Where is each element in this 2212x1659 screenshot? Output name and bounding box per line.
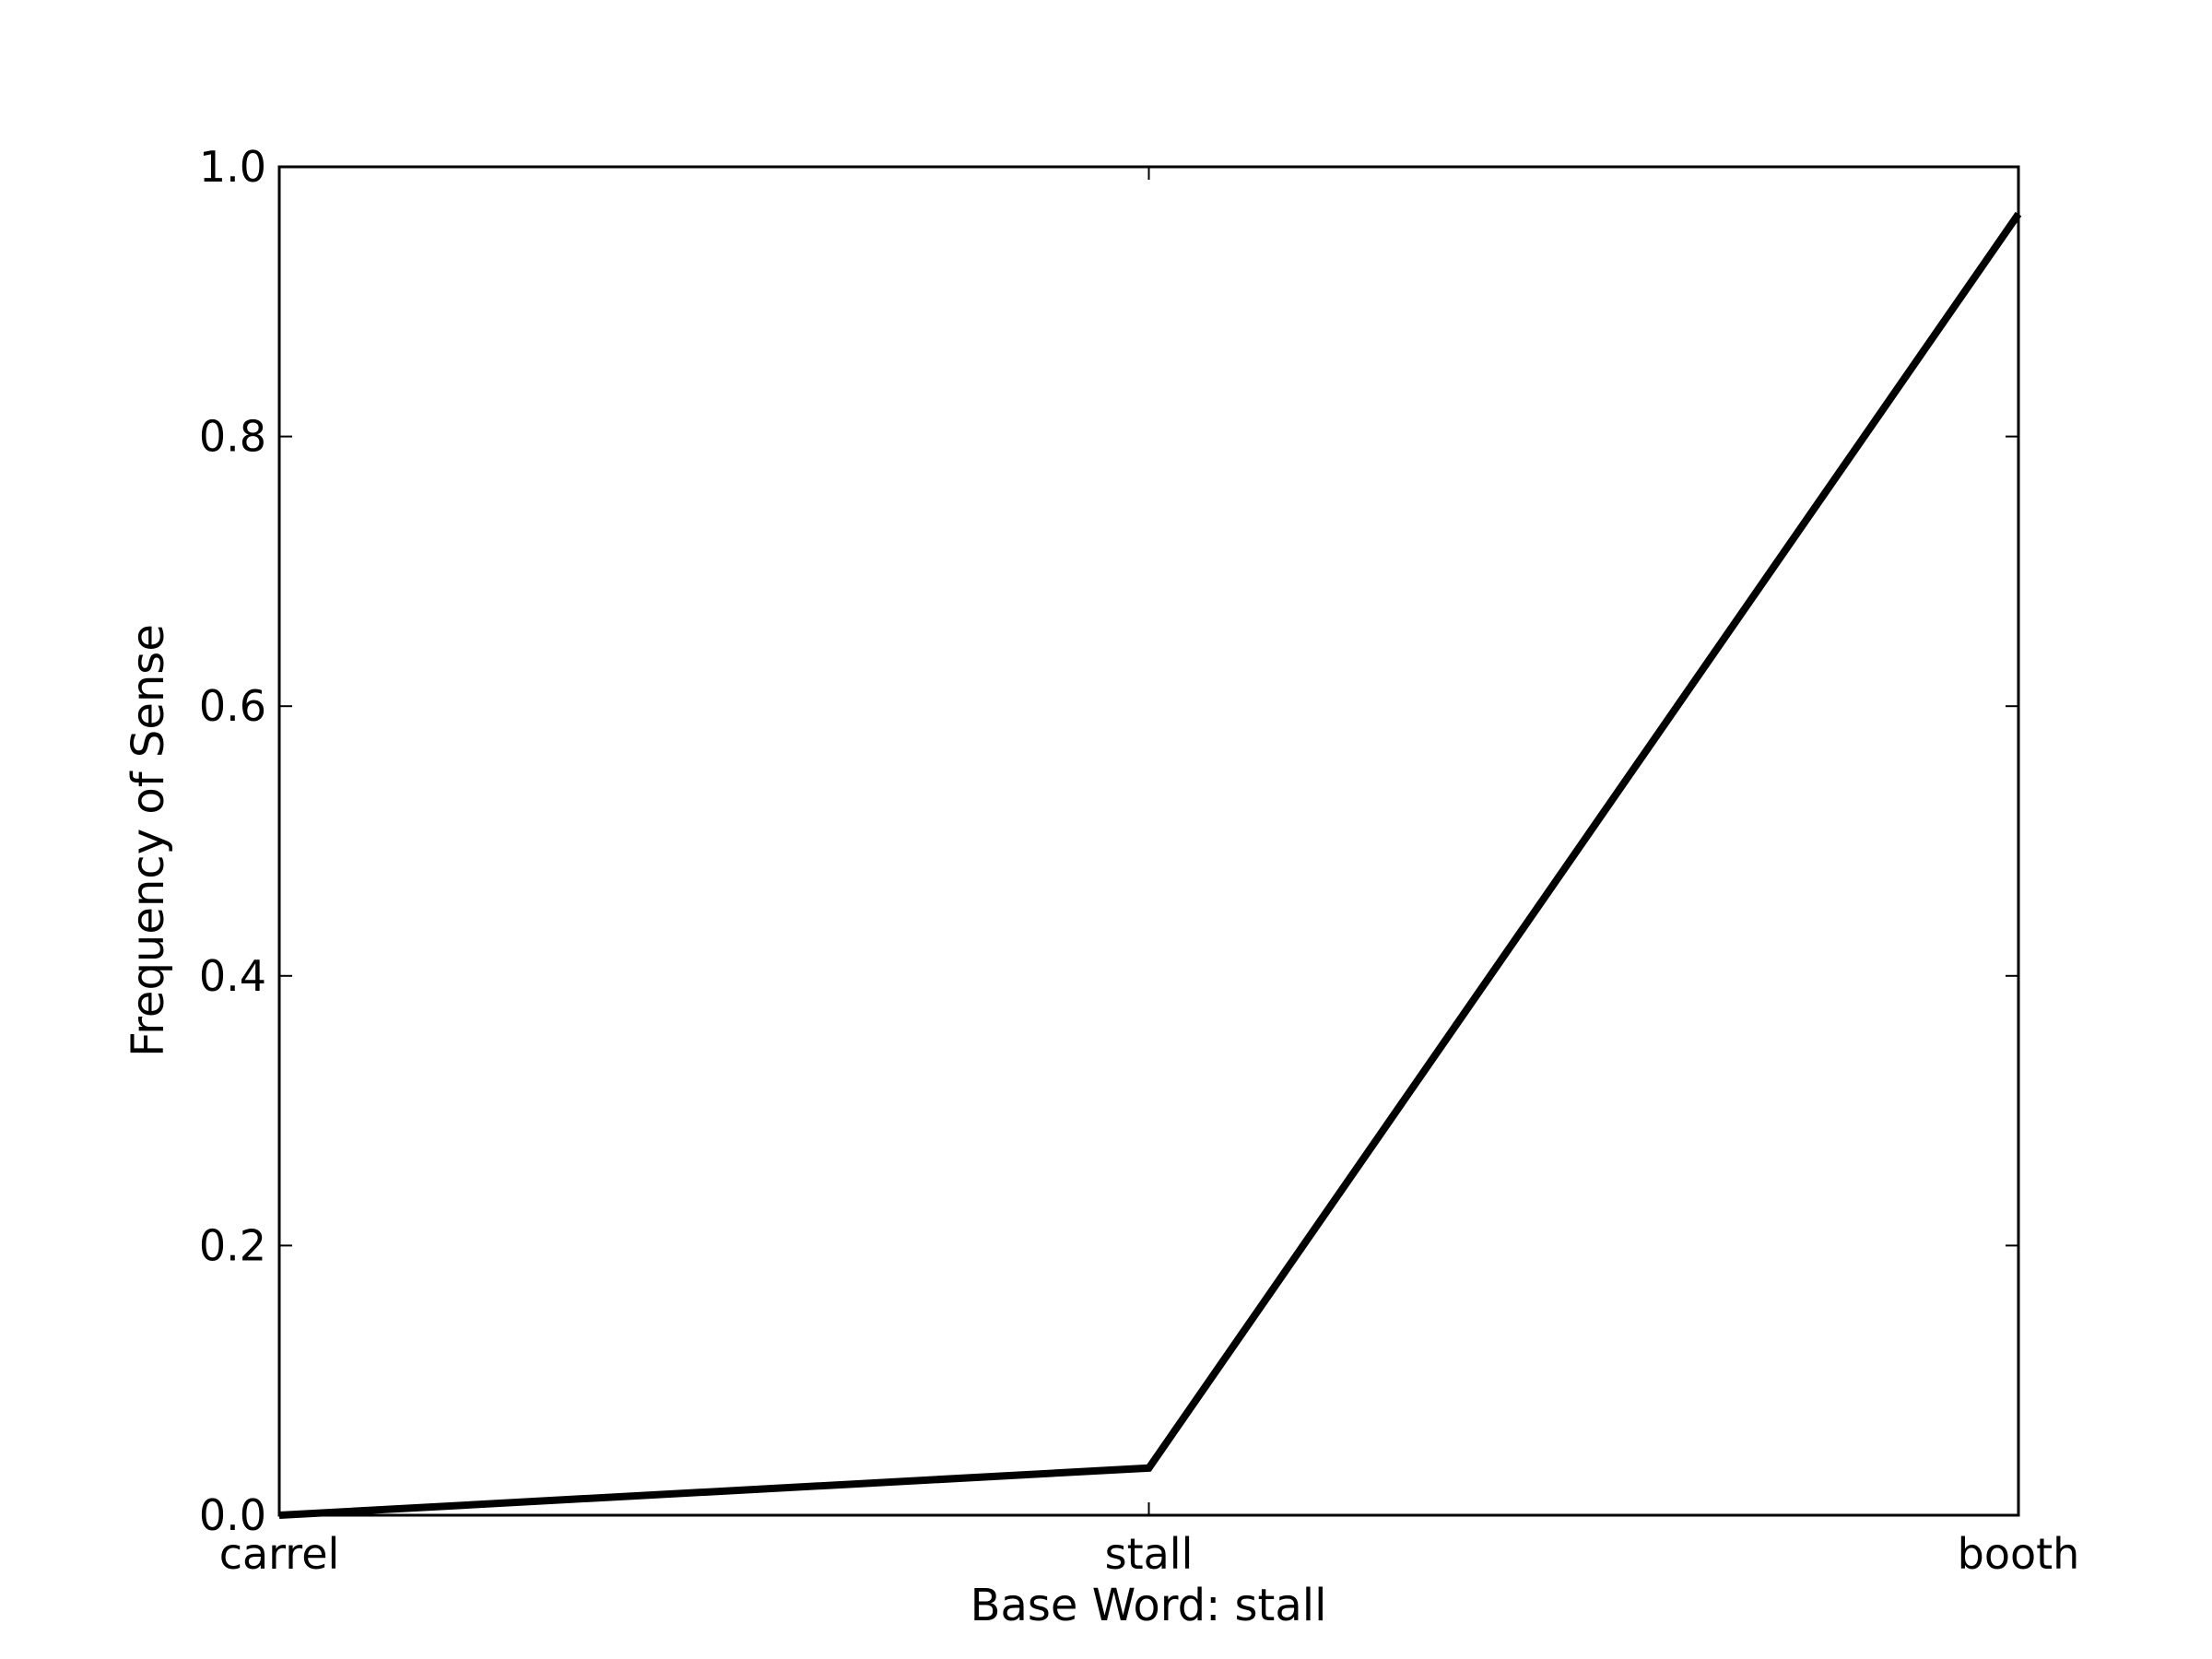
plot-area xyxy=(279,167,2018,1515)
series-line xyxy=(278,211,2022,1519)
x-tick-labels: carrel stall booth xyxy=(219,1529,2080,1579)
y-tick-label: 0.4 xyxy=(199,951,266,1001)
plot-frame xyxy=(277,165,2020,1517)
x-tick-label-carrel: carrel xyxy=(219,1529,340,1579)
x-tick-label-stall: stall xyxy=(1105,1529,1194,1579)
y-tick-labels: 0.0 0.2 0.4 0.6 0.8 1.0 xyxy=(199,142,266,1540)
y-tick-label: 0.0 xyxy=(199,1490,266,1540)
y-tick-label: 0.6 xyxy=(199,681,266,731)
y-axis-label: Frequency of Sense xyxy=(123,624,174,1057)
x-tick-label-booth: booth xyxy=(1958,1529,2080,1579)
y-tick-label: 0.8 xyxy=(199,412,266,462)
x-axis-label: Base Word: stall xyxy=(971,1580,1327,1631)
y-tick-label: 1.0 xyxy=(199,142,266,192)
y-tick-label: 0.2 xyxy=(199,1220,266,1270)
